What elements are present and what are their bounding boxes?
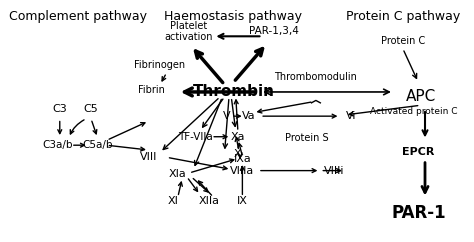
Text: IXa: IXa <box>234 153 251 164</box>
Text: Platelet
activation: Platelet activation <box>164 21 213 42</box>
Text: Thrombomodulin: Thrombomodulin <box>274 72 357 83</box>
Text: C5a/b: C5a/b <box>82 140 113 150</box>
Text: Vi: Vi <box>346 111 357 121</box>
Text: IX: IX <box>237 196 248 206</box>
Text: C3a/b: C3a/b <box>42 140 73 150</box>
Text: X: X <box>234 149 242 159</box>
Text: Fibrin: Fibrin <box>137 84 164 95</box>
Text: XIa: XIa <box>169 169 187 179</box>
Text: PAR-1,3,4: PAR-1,3,4 <box>249 26 299 37</box>
Text: Protein S: Protein S <box>285 133 329 143</box>
Text: XIIa: XIIa <box>199 196 219 206</box>
Text: VIIIi: VIIIi <box>323 166 344 176</box>
Text: PAR-1: PAR-1 <box>391 204 446 222</box>
Text: Haemostasis pathway: Haemostasis pathway <box>164 10 302 23</box>
Text: V: V <box>223 111 231 121</box>
Text: Fibrinogen: Fibrinogen <box>135 60 185 70</box>
Text: C3: C3 <box>53 104 67 114</box>
Text: C5: C5 <box>83 104 98 114</box>
Text: TF-VIIa: TF-VIIa <box>178 132 213 142</box>
Text: Complement pathway: Complement pathway <box>9 10 146 23</box>
Text: Xa: Xa <box>231 132 245 142</box>
Text: APC: APC <box>405 89 436 104</box>
Text: Thrombin: Thrombin <box>192 84 274 99</box>
Text: Protein C: Protein C <box>381 36 425 46</box>
Text: XI: XI <box>168 196 179 206</box>
Text: EPCR: EPCR <box>402 147 435 158</box>
Text: VIII: VIII <box>140 152 157 162</box>
Text: Protein C pathway: Protein C pathway <box>346 10 460 23</box>
Text: Va: Va <box>242 111 256 121</box>
Text: VIIIa: VIIIa <box>230 166 255 176</box>
Text: Activated protein C: Activated protein C <box>370 107 457 116</box>
